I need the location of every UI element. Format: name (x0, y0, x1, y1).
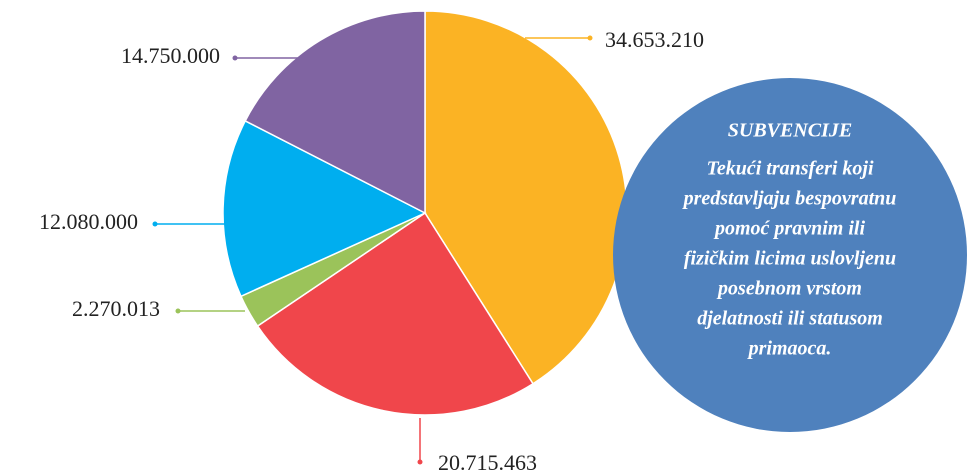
callout-line: djelatnosti ili statusom (697, 308, 883, 330)
pie-slice (222, 119, 427, 298)
data-label: 2.270.013 (72, 296, 160, 321)
callout-text: Tekući transferi koji predstavljaju bespo… (682, 158, 897, 360)
callout-line: Tekući transferi koji (706, 158, 873, 180)
callout-title: SUBVENCIJE (728, 120, 853, 142)
callout-line: pomoć pravnim ili (713, 218, 865, 240)
pie-slice (424, 10, 628, 385)
leader-dot (232, 55, 238, 61)
callout-line: predstavljaju bespovratnu (682, 188, 897, 210)
leader-dot (417, 459, 423, 465)
data-label: 14.750.000 (121, 43, 220, 68)
callout-line: primaoca. (747, 338, 832, 360)
leader-dot (175, 308, 181, 314)
callout-line: posebnom vrstom (716, 278, 862, 300)
leader-dot (152, 221, 158, 227)
pie-slice (244, 10, 426, 215)
callout-line: fizičkim licima uslovljenu (684, 248, 896, 270)
pie-slice (256, 211, 535, 416)
callout-circle (613, 78, 967, 432)
pie (222, 10, 628, 416)
data-label: 34.653.210 (605, 27, 704, 52)
data-label: 12.080.000 (39, 209, 138, 234)
leader-dot (587, 35, 593, 41)
data-label: 20.715.463 (438, 450, 537, 475)
